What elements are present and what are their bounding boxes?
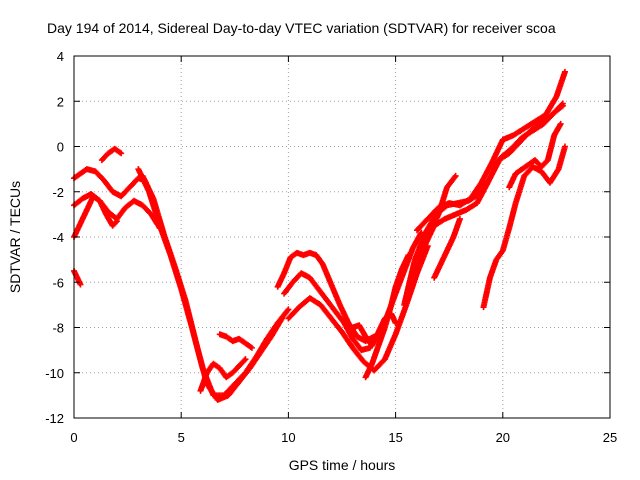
data-point — [561, 68, 568, 75]
series-track-d — [71, 267, 84, 288]
data-point — [241, 357, 248, 364]
chart-title: Day 194 of 2014, Sidereal Day-to-day VTE… — [47, 20, 556, 36]
series-track-n — [362, 252, 412, 381]
series-track-j — [274, 249, 378, 345]
y-tick-label: -10 — [45, 366, 64, 381]
data-point — [558, 101, 565, 108]
data-point — [561, 143, 568, 150]
data-point — [405, 252, 412, 259]
y-axis-title: SDTVAR / TECUs — [7, 181, 23, 293]
y-tick-label: -8 — [52, 321, 64, 336]
data-point — [278, 315, 285, 322]
y-tick-label: 4 — [57, 49, 64, 64]
data-point — [557, 120, 564, 127]
data-point — [118, 150, 125, 157]
series-track-r — [424, 172, 459, 240]
data-point — [112, 219, 119, 226]
series-track-p — [409, 100, 566, 286]
data-point — [559, 100, 566, 107]
x-tick-label: 5 — [178, 430, 185, 445]
data-point — [113, 218, 120, 225]
series-track-u — [506, 120, 564, 191]
x-tick-label: 25 — [603, 430, 617, 445]
series-track-q — [414, 68, 568, 234]
data-point — [392, 319, 399, 326]
series-track-t — [480, 143, 568, 311]
axis-ticks: 0 5 10 15 20 25 -12 -10 -8 -6 -4 -2 0 2 4 — [45, 49, 617, 445]
x-tick-label: 0 — [70, 430, 77, 445]
data-point — [456, 215, 463, 222]
y-tick-label: -2 — [52, 185, 64, 200]
y-tick-label: -4 — [52, 230, 64, 245]
y-tick-label: 0 — [57, 140, 64, 155]
y-tick-label: -12 — [45, 411, 64, 426]
series-track-l — [285, 243, 431, 374]
series-track-e — [98, 145, 125, 164]
data-point — [452, 172, 459, 179]
x-tick-label: 15 — [388, 430, 402, 445]
series-track-i — [216, 331, 255, 351]
grid-lines — [74, 56, 610, 418]
series-track-o — [401, 102, 566, 308]
data-point — [242, 356, 249, 363]
data-point — [285, 306, 292, 313]
y-tick-label: 2 — [57, 94, 64, 109]
data-points — [71, 68, 568, 403]
series-track-k — [281, 229, 425, 354]
series-track-h — [197, 356, 249, 394]
x-tick-label: 10 — [281, 430, 295, 445]
x-tick-label: 20 — [496, 430, 510, 445]
data-point — [248, 344, 255, 351]
series-track-s — [431, 215, 463, 281]
y-tick-label: -6 — [52, 275, 64, 290]
x-axis-title: GPS time / hours — [289, 457, 396, 473]
data-point — [77, 281, 84, 288]
series-track-c — [71, 193, 120, 240]
